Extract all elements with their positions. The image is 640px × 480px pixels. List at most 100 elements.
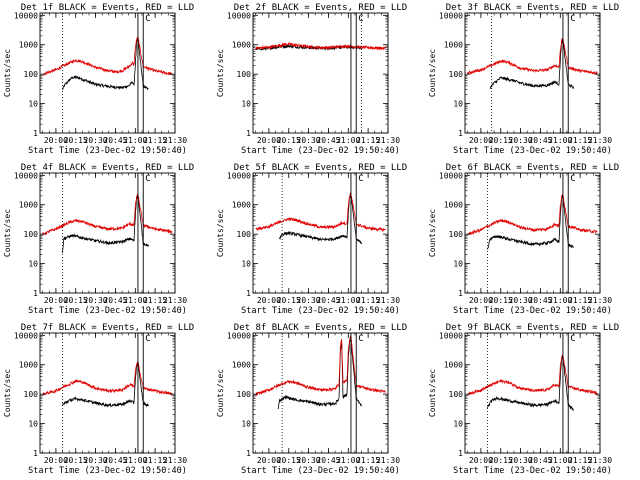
panel-6-xtick-label: 21:15 bbox=[568, 296, 592, 305]
panel-2-xtick-label: 20:15 bbox=[277, 136, 301, 145]
panel-8-xtick-label: 21:00 bbox=[336, 456, 360, 465]
panel-3-xtick-label: 21:00 bbox=[548, 136, 572, 145]
panel-6-lld-line bbox=[467, 194, 598, 236]
panel-6-x-axis-label: Start Time (23-Dec-02 19:50:40) bbox=[453, 306, 612, 316]
panel-3-x-axis-label: Start Time (23-Dec-02 19:50:40) bbox=[453, 146, 612, 156]
panel-1-title: Det 1f BLACK = Events, RED = LLD bbox=[21, 3, 194, 13]
panel-6-xtick-label: 20:45 bbox=[528, 296, 552, 305]
panel-7-saa-box bbox=[137, 332, 144, 454]
panel-6-ytick-label: 10000 bbox=[439, 171, 463, 180]
panel-8-ytick-label: 1 bbox=[246, 449, 251, 458]
panel-6-frame bbox=[464, 172, 601, 294]
panel-1-events-line bbox=[62, 39, 149, 91]
panel-2-ytick-label: 1000 bbox=[232, 41, 251, 50]
panel-1-xtick-label: 20:30 bbox=[84, 136, 108, 145]
panel-6-ytick-label: 100 bbox=[449, 230, 464, 239]
panel-9-lld-line bbox=[467, 353, 598, 397]
panel-9-xtick-label: 20:30 bbox=[509, 456, 533, 465]
panel-1-x-axis-label: Start Time (23-Dec-02 19:50:40) bbox=[28, 146, 187, 156]
panel-3-lld-line bbox=[467, 37, 598, 76]
panel-1-xtick-label: 20:15 bbox=[64, 136, 88, 145]
panel-5-frame bbox=[252, 172, 389, 294]
panel-7-xtick-label: 21:00 bbox=[123, 456, 147, 465]
panel-6-xtick-label: 20:15 bbox=[489, 296, 513, 305]
panel-4-ytick-label: 100 bbox=[24, 230, 39, 239]
panel-9-title: Det 9f BLACK = Events, RED = LLD bbox=[446, 323, 619, 333]
panel-8-xtick-label: 21:15 bbox=[356, 456, 380, 465]
panel-1-lld-line bbox=[42, 36, 173, 76]
panel-4-ytick-label: 1 bbox=[33, 289, 38, 298]
panel-5-xtick-label: 20:45 bbox=[316, 296, 340, 305]
panel-4-xtick-label: 21:00 bbox=[123, 296, 147, 305]
panel-9-events-line bbox=[487, 356, 574, 411]
panel-7-ytick-label: 1 bbox=[33, 449, 38, 458]
panel-7-ytick-label: 1000 bbox=[19, 361, 38, 370]
panel-1-box-label: C bbox=[145, 14, 150, 24]
panel-7-x-axis-label: Start Time (23-Dec-02 19:50:40) bbox=[28, 466, 187, 476]
panel-7-xtick-label: 21:30 bbox=[163, 456, 187, 465]
panel-8-xtick-label: 20:30 bbox=[297, 456, 321, 465]
panel-4-frame bbox=[39, 172, 176, 294]
panel-7-title: Det 7f BLACK = Events, RED = LLD bbox=[21, 323, 194, 333]
panel-7-xtick-label: 20:00 bbox=[44, 456, 68, 465]
panel-5-title: Det 5f BLACK = Events, RED = LLD bbox=[234, 163, 407, 173]
panel-5-ytick-label: 10000 bbox=[227, 171, 251, 180]
panel-9-box-label: C bbox=[570, 334, 575, 344]
panel-7-events-line bbox=[62, 362, 149, 408]
panel-2-xtick-label: 20:00 bbox=[257, 136, 281, 145]
panel-9-xtick-label: 21:00 bbox=[548, 456, 572, 465]
panel-1-ytick-label: 1000 bbox=[19, 41, 38, 50]
panel-6-xtick-label: 21:30 bbox=[588, 296, 612, 305]
panel-3-xtick-label: 20:15 bbox=[489, 136, 513, 145]
panel-9-xtick-label: 20:45 bbox=[528, 456, 552, 465]
panel-8-ytick-label: 10 bbox=[241, 420, 251, 429]
panel-2-ytick-label: 1 bbox=[246, 129, 251, 138]
panel-9-xtick-label: 21:15 bbox=[568, 456, 592, 465]
panel-8-lld-line bbox=[255, 335, 386, 397]
panel-5-ytick-label: 1 bbox=[246, 289, 251, 298]
panel-2-ytick-label: 10 bbox=[241, 100, 251, 109]
panel-7-ytick-label: 100 bbox=[24, 390, 39, 399]
panel-3-xtick-label: 20:00 bbox=[469, 136, 493, 145]
panel-4-xtick-label: 20:45 bbox=[103, 296, 127, 305]
panel-5-box-label: C bbox=[358, 174, 363, 184]
panel-9-y-axis-label: Counts/sec bbox=[428, 369, 437, 417]
panel-8-frame bbox=[252, 332, 389, 454]
panel-8-xtick-label: 20:15 bbox=[277, 456, 301, 465]
panel-5-xtick-label: 20:15 bbox=[277, 296, 301, 305]
panel-1-xtick-label: 21:30 bbox=[163, 136, 187, 145]
panel-6-xtick-label: 20:00 bbox=[469, 296, 493, 305]
panel-7-xtick-label: 20:15 bbox=[64, 456, 88, 465]
panel-9-frame bbox=[464, 332, 601, 454]
panel-8-ytick-label: 1000 bbox=[232, 361, 251, 370]
panel-4-xtick-label: 20:30 bbox=[84, 296, 108, 305]
panel-9-xtick-label: 20:00 bbox=[469, 456, 493, 465]
panel-1-ytick-label: 100 bbox=[24, 70, 39, 79]
panel-8-ytick-label: 100 bbox=[237, 390, 252, 399]
panel-1-xtick-label: 21:00 bbox=[123, 136, 147, 145]
panel-4-box-label: C bbox=[145, 174, 150, 184]
panel-2-ytick-label: 10000 bbox=[227, 11, 251, 20]
panel-3-saa-box bbox=[562, 12, 569, 134]
panel-1-ytick-label: 1 bbox=[33, 129, 38, 138]
panel-3-xtick-label: 20:30 bbox=[509, 136, 533, 145]
panel-6-ytick-label: 10 bbox=[453, 260, 463, 269]
panel-2-xtick-label: 20:45 bbox=[316, 136, 340, 145]
panel-7-xtick-label: 20:45 bbox=[103, 456, 127, 465]
panel-6-title: Det 6f BLACK = Events, RED = LLD bbox=[446, 163, 619, 173]
panel-3-events-line bbox=[489, 38, 574, 89]
panel-5-xtick-label: 21:00 bbox=[336, 296, 360, 305]
panel-8-box-label: C bbox=[358, 334, 363, 344]
panel-5-xtick-label: 20:30 bbox=[297, 296, 321, 305]
panel-8-xtick-label: 20:45 bbox=[316, 456, 340, 465]
panel-1-xtick-label: 20:00 bbox=[44, 136, 68, 145]
panel-4-xtick-label: 21:30 bbox=[163, 296, 187, 305]
panel-7-lld-line bbox=[42, 360, 173, 396]
panel-5-xtick-label: 20:00 bbox=[257, 296, 281, 305]
panel-3-ytick-label: 10 bbox=[453, 100, 463, 109]
panel-2-y-axis-label: Counts/sec bbox=[216, 49, 225, 97]
panel-9-xtick-label: 20:15 bbox=[489, 456, 513, 465]
panel-5-lld-line bbox=[255, 192, 386, 233]
panel-4-ytick-label: 1000 bbox=[19, 201, 38, 210]
